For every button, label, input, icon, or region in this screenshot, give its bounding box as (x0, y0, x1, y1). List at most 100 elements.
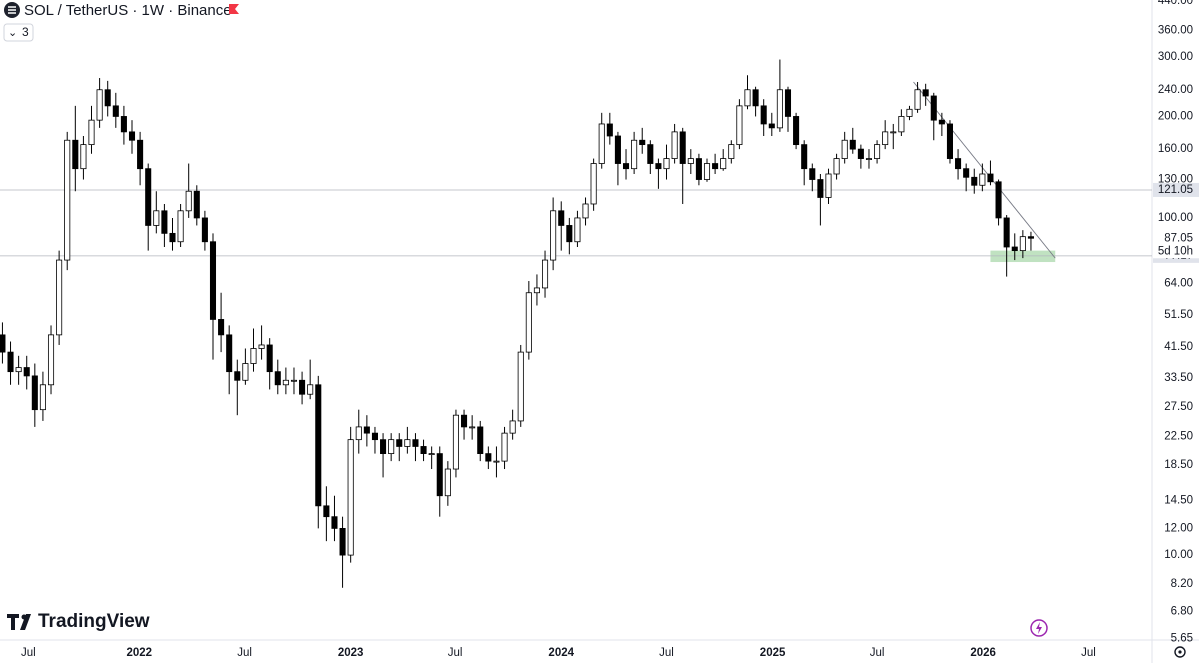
candle-body (566, 225, 573, 243)
candle-body (80, 144, 87, 170)
candle-body (890, 131, 897, 134)
candle-body (23, 367, 30, 377)
y-tick-label: 5.65 (1171, 633, 1193, 645)
candle-body (671, 131, 678, 159)
candle-body (833, 158, 840, 175)
candle-body (226, 334, 233, 373)
y-tick-label: 12.00 (1164, 522, 1193, 534)
candle-body (946, 123, 953, 159)
candle-body (444, 468, 451, 497)
candle-body (477, 426, 484, 455)
last-price-bg (1153, 230, 1199, 259)
candle-body (841, 139, 848, 159)
candle-body (177, 210, 184, 243)
candle-body (47, 334, 55, 386)
candle-body (461, 414, 468, 428)
candle-body (185, 190, 192, 212)
candle-body (776, 89, 783, 129)
candle-body (922, 89, 929, 97)
candle-body (436, 453, 443, 497)
candle-body (137, 139, 144, 170)
candle-body (307, 384, 314, 395)
y-tick-label: 6.80 (1171, 606, 1193, 618)
candle-body (339, 528, 346, 556)
candle-body (801, 144, 808, 170)
candle-body (1003, 217, 1010, 248)
candle-body (809, 168, 816, 180)
candle-body (987, 173, 994, 183)
candle-body (857, 148, 864, 159)
candle-body (485, 453, 492, 462)
candle-body (606, 123, 613, 137)
y-tick-label: 300.00 (1158, 51, 1193, 63)
y-tick-label: 51.50 (1164, 309, 1193, 321)
candle-body (396, 439, 403, 447)
candle-body (865, 158, 873, 160)
alert-icon[interactable] (1030, 619, 1048, 637)
candle-body (31, 375, 38, 411)
alert-button[interactable] (1030, 619, 1048, 637)
candle-body (744, 89, 751, 107)
candle-body (825, 173, 832, 198)
badge-chevron: ⌄ (8, 27, 17, 39)
candle-body (768, 123, 775, 129)
candle-body (760, 105, 767, 125)
candle-body (331, 516, 338, 529)
candle-body (258, 344, 265, 349)
candle-body (517, 351, 524, 422)
settings-icon[interactable] (1174, 646, 1186, 658)
candle-body (906, 108, 913, 117)
flag-icon[interactable] (229, 4, 239, 14)
y-tick-label: 200.00 (1158, 110, 1193, 122)
plot-area (0, 59, 1152, 588)
candle-body (412, 439, 419, 447)
candle-body (153, 210, 160, 226)
candle-body (574, 217, 581, 243)
candle-body (898, 116, 905, 133)
symbol-title: SOL / TetherUS · 1W · Binance (24, 2, 232, 19)
candle-body (817, 179, 824, 198)
candle-body (428, 453, 435, 456)
candle-body (1019, 236, 1026, 252)
brand-logo[interactable]: TradingView (7, 611, 150, 632)
candle-body (533, 287, 540, 294)
y-tick-label: 240.00 (1158, 84, 1193, 96)
candle-body (234, 371, 241, 381)
candle-body (979, 173, 986, 186)
x-tick-label: Jul (237, 647, 252, 659)
candle-body (290, 379, 298, 382)
candle-body (420, 446, 427, 455)
candle-body (145, 168, 152, 226)
y-tick-label: 41.50 (1164, 341, 1193, 353)
candle-body (930, 95, 937, 121)
brand-name: TradingView (38, 611, 150, 632)
candle-body (169, 232, 176, 243)
candle-body (242, 363, 249, 381)
candle-body (655, 163, 662, 170)
candle-body (315, 384, 322, 507)
alert-bolt (1036, 622, 1042, 634)
y-tick-label: 8.20 (1171, 578, 1193, 590)
candle-body (955, 158, 962, 170)
candle-body (282, 379, 289, 386)
header-bg (0, 0, 250, 42)
candle-body (914, 89, 921, 110)
candle-body (96, 89, 103, 121)
candle-body (56, 259, 63, 336)
candle-body (598, 123, 605, 164)
candle-body (15, 367, 22, 373)
candle-body (323, 505, 330, 518)
y-tick-label: 64.00 (1164, 277, 1193, 289)
indicator-badge[interactable] (3, 23, 34, 42)
x-tick-label: Jul (870, 647, 885, 659)
candle-body (193, 190, 200, 219)
candle-body (218, 319, 225, 336)
candle-body (712, 163, 719, 170)
settings-button[interactable] (1174, 646, 1186, 658)
trendline (913, 81, 1056, 259)
candle-body (971, 176, 978, 186)
candle-body (469, 426, 476, 429)
y-tick-label: 440.00 (1158, 0, 1193, 7)
x-tick-label: 2025 (760, 647, 786, 659)
